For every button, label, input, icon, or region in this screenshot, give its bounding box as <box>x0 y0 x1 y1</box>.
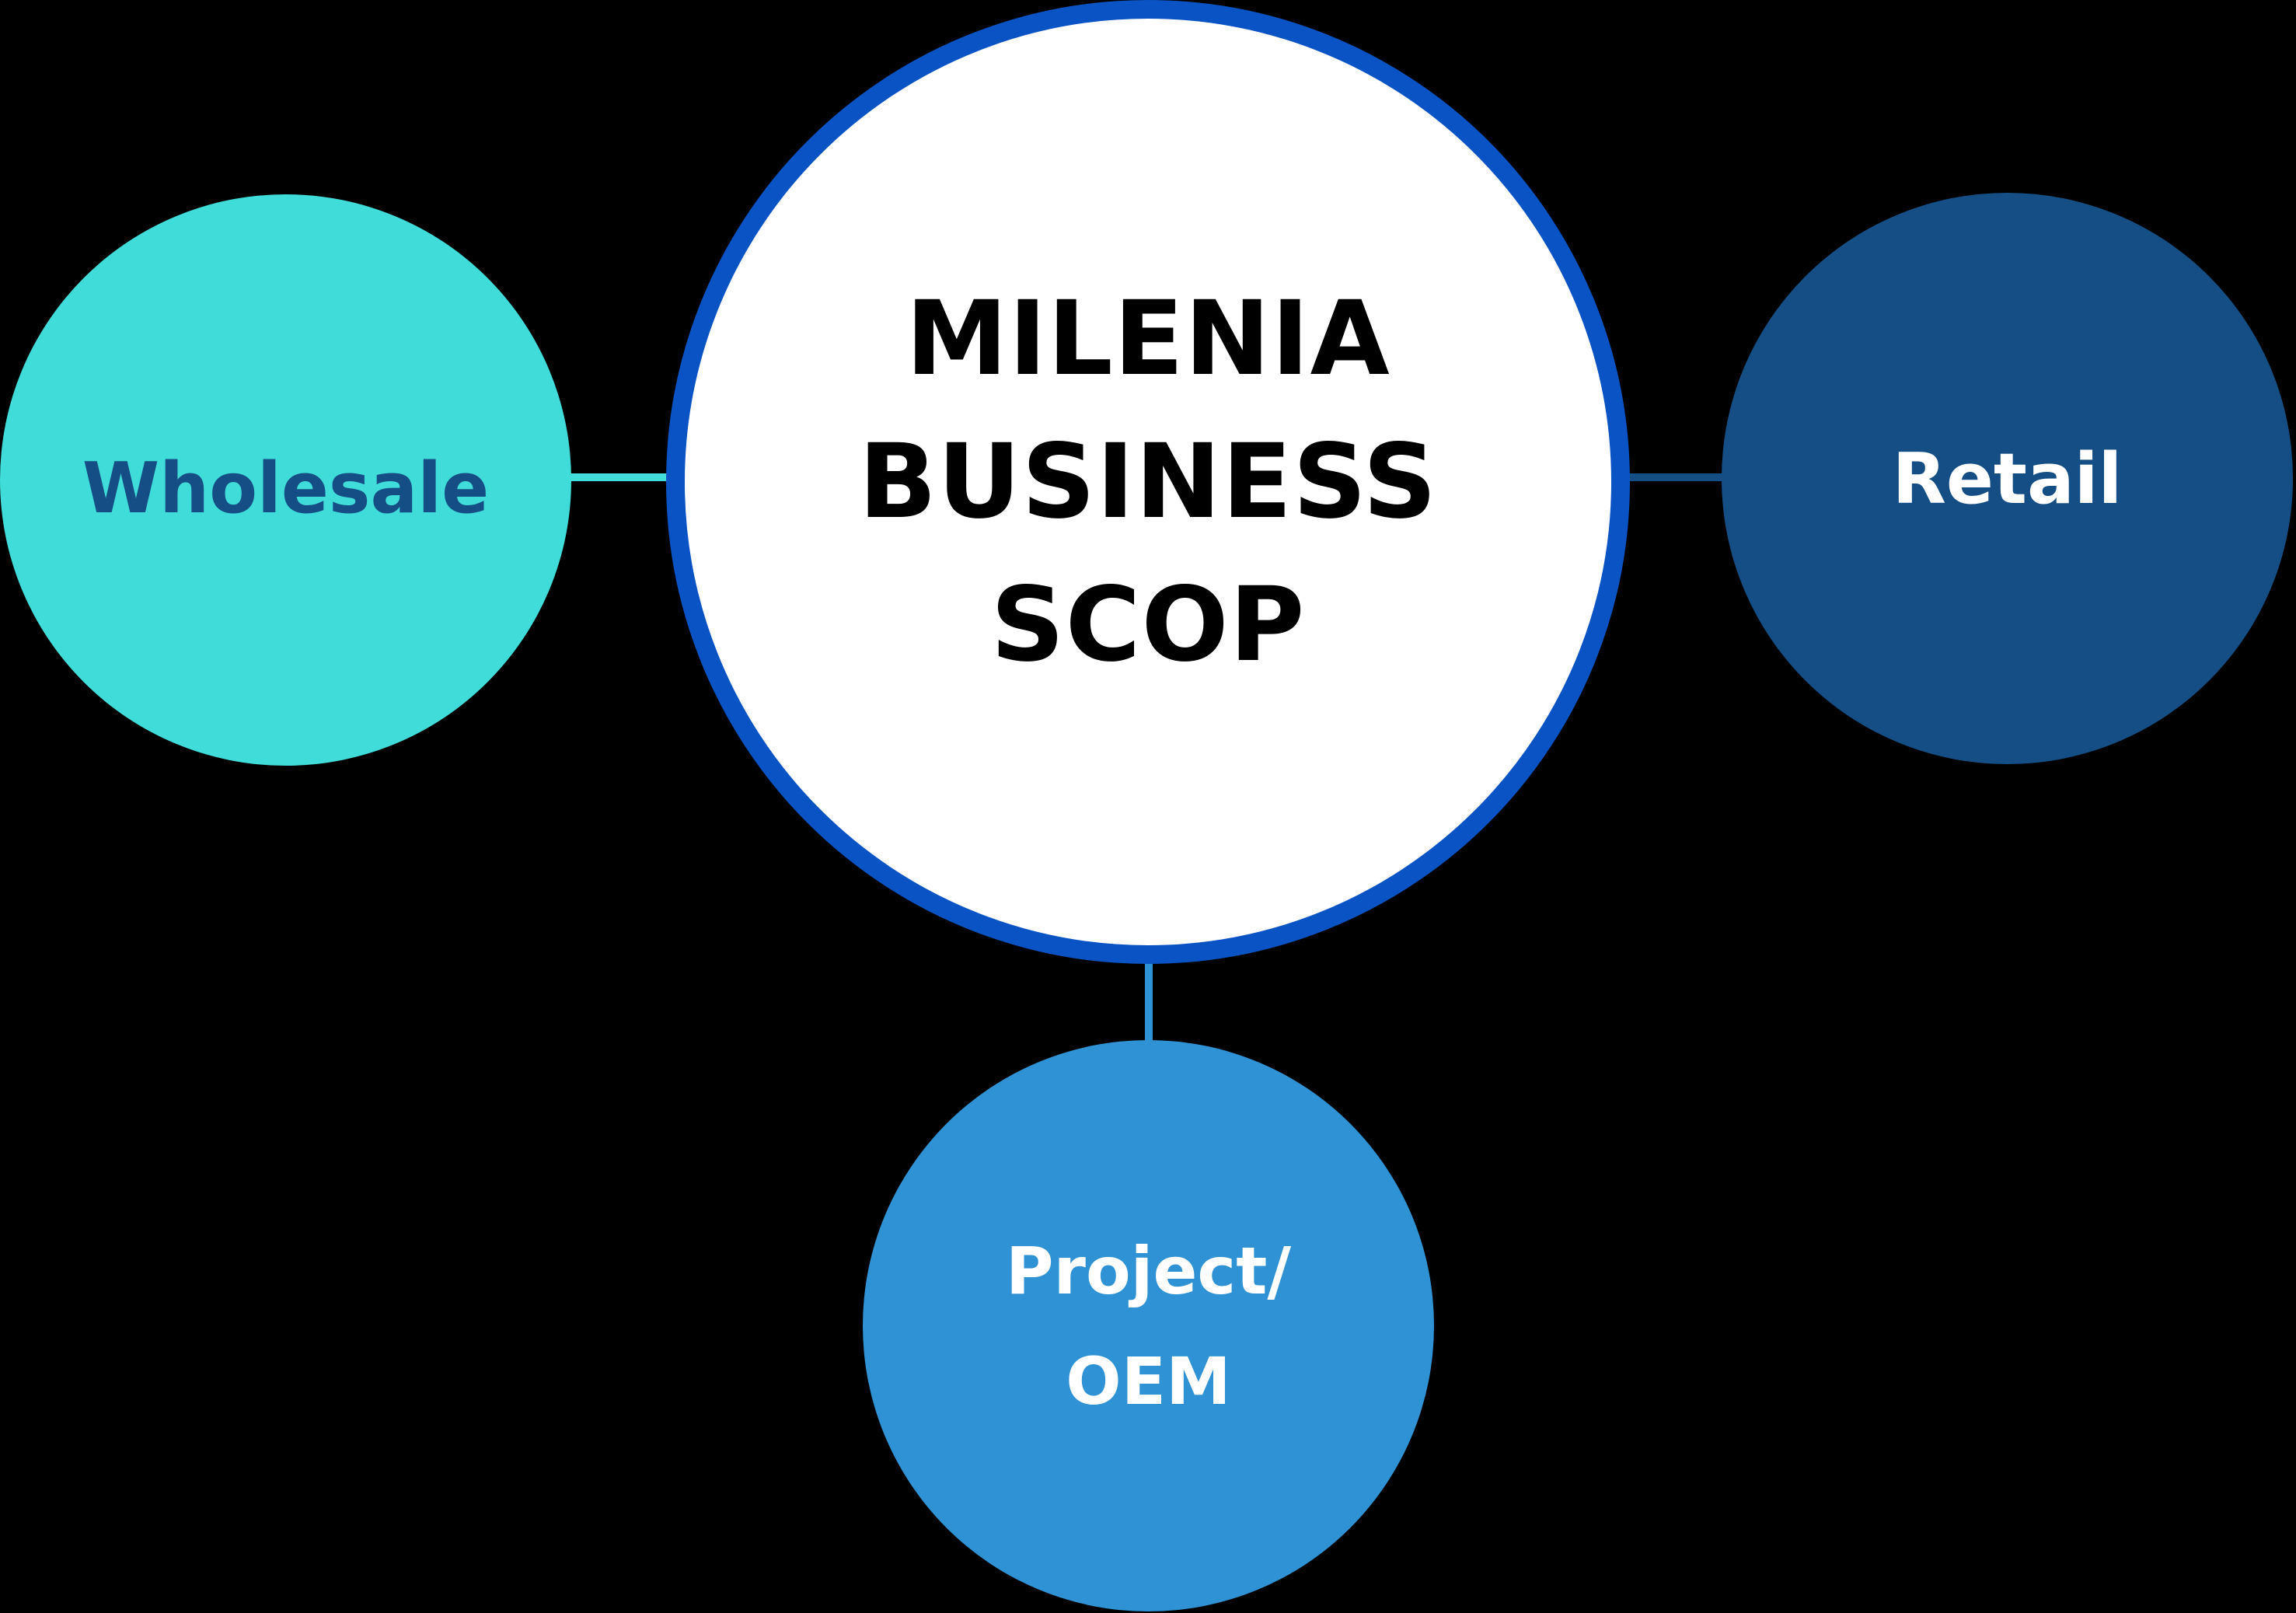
project-oem-label: Project/ OEM <box>1005 1232 1292 1419</box>
retail-label: Retail <box>1892 438 2123 520</box>
wholesale-node: Wholesale <box>0 194 571 766</box>
center-node: MILENIA BUSINESS SCOP <box>666 0 1630 964</box>
retail-node: Retail <box>1722 193 2293 764</box>
connector-wholesale <box>567 473 684 481</box>
connector-retail <box>1617 473 1729 481</box>
connector-project-oem <box>1145 944 1153 1042</box>
project-oem-node: Project/ OEM <box>863 1040 1434 1611</box>
center-node-label: MILENIA BUSINESS SCOP <box>858 279 1438 685</box>
wholesale-label: Wholesale <box>82 447 490 529</box>
